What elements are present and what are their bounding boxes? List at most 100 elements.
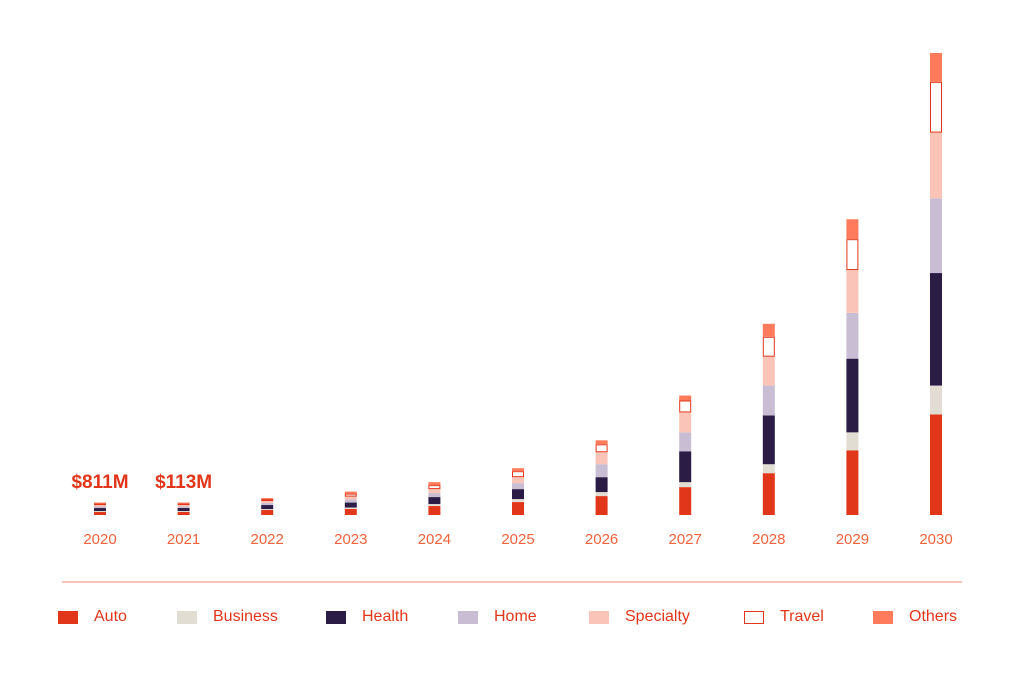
bar-segment-travel-2021 (177, 503, 190, 506)
bar-segment-travel-2029 (846, 239, 859, 271)
legend: Auto Business Health Home Specialty Travel Oth… (58, 605, 968, 629)
bar-segment-business-2024 (428, 504, 441, 507)
bar-segment-business-2020 (94, 511, 106, 513)
bar-segment-health-2025 (512, 489, 524, 500)
bar-segment-home-2027 (679, 432, 692, 452)
x-tick-label-2024: 2024 (418, 531, 451, 548)
legend-swatch-business (177, 610, 197, 624)
bar-segment-auto-2021 (177, 512, 190, 515)
bar-segment-specialty-2028 (762, 356, 775, 386)
legend-swatch-health (326, 610, 346, 624)
bar-segment-home-2029 (846, 312, 859, 359)
bar-segment-travel-2022 (261, 499, 274, 502)
legend-item-business: Business (177, 605, 278, 629)
bar-segment-home-2020 (94, 506, 106, 509)
legend-swatch-specialty (589, 610, 609, 624)
bar-segment-travel-2025 (512, 471, 524, 478)
legend-label-travel: Travel (780, 608, 824, 625)
legend-item-home: Home (458, 605, 537, 629)
bar-segment-specialty-2029 (846, 270, 859, 313)
legend-swatch-home (458, 610, 478, 624)
bar-segment-home-2025 (512, 483, 524, 490)
legend-label-auto: Auto (94, 608, 127, 625)
bar-segment-health-2024 (428, 497, 441, 505)
bar-segment-health-2029 (846, 358, 859, 433)
bars-group (94, 52, 942, 515)
bar-segment-health-2022 (261, 505, 274, 510)
bar-segment-business-2021 (177, 511, 190, 513)
bar-segment-others-2030 (930, 52, 942, 82)
legend-swatch-auto (58, 610, 78, 624)
bar-segment-specialty-2030 (930, 132, 942, 199)
x-axis-labels: 2020 2021 2022 2023 2024 2025 2026 2027 2028 2029… (83, 531, 952, 548)
bar-segment-travel-2023 (344, 493, 357, 497)
bar-segment-health-2020 (94, 508, 106, 512)
x-tick-label-2023: 2023 (334, 531, 367, 548)
bar-segment-auto-2022 (261, 510, 274, 515)
bar-segment-health-2026 (595, 477, 608, 493)
bar-segment-auto-2024 (428, 506, 441, 515)
bar-segment-health-2028 (762, 415, 775, 465)
bar-segment-health-2023 (344, 502, 357, 508)
x-tick-label-2021: 2021 (167, 531, 200, 548)
bar-segment-specialty-2027 (679, 412, 692, 433)
bar-segment-specialty-2026 (595, 452, 608, 465)
bar-segment-business-2030 (930, 385, 942, 415)
bar-segment-specialty-2023 (344, 496, 357, 500)
legend-label-business: Business (213, 608, 278, 625)
bar-segment-others-2029 (846, 219, 859, 240)
bar-segment-business-2029 (846, 432, 859, 451)
legend-label-health: Health (362, 608, 409, 625)
legend-item-auto: Auto (58, 605, 127, 629)
bar-segment-home-2028 (762, 385, 775, 416)
bar-segment-health-2021 (177, 508, 190, 512)
legend-label-others: Others (909, 608, 958, 625)
bar-segment-business-2022 (261, 509, 274, 511)
value-annotation-2021: $113M (155, 472, 212, 493)
legend-item-health: Health (326, 605, 408, 629)
legend-item-specialty: Specialty (589, 605, 690, 629)
bar-segment-travel-2030 (930, 81, 942, 133)
bar-segment-others-2021 (177, 502, 190, 504)
x-tick-label-2027: 2027 (669, 531, 702, 548)
bar-segment-auto-2029 (846, 450, 859, 515)
x-tick-label-2026: 2026 (585, 531, 618, 548)
bar-segment-home-2030 (930, 198, 942, 274)
bar-segment-others-2025 (512, 468, 524, 472)
x-tick-label-2028: 2028 (752, 531, 785, 548)
bar-segment-health-2027 (679, 451, 692, 483)
bar-segment-travel-2028 (762, 336, 775, 357)
bar-segment-travel-2026 (595, 444, 608, 453)
bar-segment-auto-2020 (94, 512, 106, 515)
bar-segment-others-2026 (595, 440, 608, 445)
bar-segment-auto-2026 (595, 496, 608, 515)
bar-segment-home-2022 (261, 503, 274, 506)
bar-segment-auto-2023 (344, 509, 357, 515)
x-tick-label-2020: 2020 (83, 531, 116, 548)
x-tick-label-2030: 2030 (919, 531, 952, 548)
bar-segment-business-2028 (762, 464, 775, 474)
bar-segment-travel-2020 (94, 503, 106, 506)
bar-segment-specialty-2025 (512, 477, 524, 484)
bar-segment-auto-2027 (679, 487, 692, 515)
bar-segment-others-2027 (679, 395, 692, 401)
legend-swatch-others (873, 610, 893, 624)
bar-segment-others-2023 (344, 491, 357, 494)
bar-segment-others-2020 (94, 502, 106, 504)
bar-segment-home-2023 (344, 499, 357, 503)
bar-segment-auto-2025 (512, 502, 524, 515)
bar-segment-others-2024 (428, 482, 441, 486)
legend-item-travel: Travel (744, 605, 824, 629)
bar-segment-specialty-2022 (261, 501, 274, 504)
bar-segment-specialty-2021 (177, 505, 190, 507)
bar-segment-auto-2028 (762, 473, 775, 515)
bar-segment-travel-2027 (679, 400, 692, 413)
bar-segment-others-2022 (261, 498, 274, 500)
legend-label-specialty: Specialty (625, 608, 690, 625)
bar-segment-home-2024 (428, 493, 441, 498)
legend-item-others: Others (873, 605, 957, 629)
x-tick-label-2025: 2025 (501, 531, 534, 548)
bar-segment-auto-2030 (930, 414, 942, 515)
x-tick-label-2029: 2029 (836, 531, 869, 548)
value-annotation-2020: $811M (71, 472, 128, 493)
